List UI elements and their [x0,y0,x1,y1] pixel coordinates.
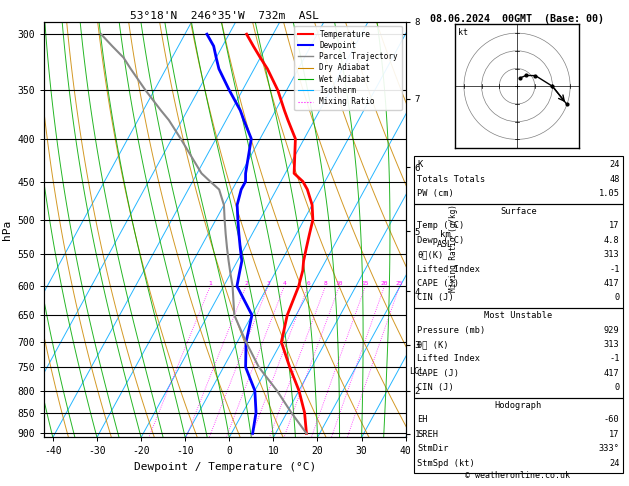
Text: 0: 0 [615,383,620,392]
Y-axis label: hPa: hPa [2,220,12,240]
Y-axis label: km
ASL: km ASL [437,230,453,249]
Text: 417: 417 [604,369,620,378]
Text: Temp (°C): Temp (°C) [417,221,464,230]
Text: 929: 929 [604,326,620,334]
Legend: Temperature, Dewpoint, Parcel Trajectory, Dry Adiabat, Wet Adiabat, Isotherm, Mi: Temperature, Dewpoint, Parcel Trajectory… [294,26,402,110]
Text: 25: 25 [396,281,403,286]
Text: 48: 48 [609,175,620,184]
Text: CAPE (J): CAPE (J) [417,279,459,288]
Text: 1.05: 1.05 [599,189,620,198]
Text: 15: 15 [362,281,369,286]
Text: 6: 6 [306,281,310,286]
Text: Hodograph: Hodograph [494,401,542,410]
Text: 2: 2 [244,281,248,286]
X-axis label: Dewpoint / Temperature (°C): Dewpoint / Temperature (°C) [134,462,316,472]
Text: © weatheronline.co.uk: © weatheronline.co.uk [465,471,569,480]
Text: CAPE (J): CAPE (J) [417,369,459,378]
Text: 20: 20 [381,281,388,286]
Text: 17: 17 [609,430,620,439]
Text: -60: -60 [604,416,620,424]
Text: CIN (J): CIN (J) [417,383,454,392]
Text: Most Unstable: Most Unstable [484,311,552,320]
Text: 4: 4 [282,281,286,286]
Text: StmDir: StmDir [417,444,448,453]
Text: Pressure (mb): Pressure (mb) [417,326,486,334]
Text: Totals Totals: Totals Totals [417,175,486,184]
Text: LCL: LCL [409,367,425,377]
Text: 417: 417 [604,279,620,288]
Text: -1: -1 [609,354,620,364]
Text: 3: 3 [266,281,270,286]
Text: 17: 17 [609,221,620,230]
Title: 53°18'N  246°35'W  732m  ASL: 53°18'N 246°35'W 732m ASL [130,11,320,21]
Text: PW (cm): PW (cm) [417,189,454,198]
Text: Lifted Index: Lifted Index [417,354,480,364]
Text: 08.06.2024  00GMT  (Base: 00): 08.06.2024 00GMT (Base: 00) [430,14,604,24]
Text: 0: 0 [615,294,620,302]
Text: 24: 24 [609,160,620,169]
Text: Lifted Index: Lifted Index [417,264,480,274]
Text: 10: 10 [336,281,343,286]
Text: θᴇ(K): θᴇ(K) [417,250,443,259]
Text: SREH: SREH [417,430,438,439]
Text: kt: kt [457,28,467,37]
Text: Mixing Ratio (g/kg): Mixing Ratio (g/kg) [449,205,458,292]
Text: 333°: 333° [599,444,620,453]
Text: StmSpd (kt): StmSpd (kt) [417,459,475,468]
Text: -1: -1 [609,264,620,274]
Text: K: K [417,160,422,169]
Text: CIN (J): CIN (J) [417,294,454,302]
Text: Surface: Surface [500,207,537,216]
Text: 1: 1 [208,281,212,286]
Text: EH: EH [417,416,428,424]
Text: 24: 24 [609,459,620,468]
Text: 313: 313 [604,250,620,259]
Text: 8: 8 [324,281,327,286]
Text: 4.8: 4.8 [604,236,620,245]
Text: 313: 313 [604,340,620,349]
Text: Dewp (°C): Dewp (°C) [417,236,464,245]
Text: θᴇ (K): θᴇ (K) [417,340,448,349]
